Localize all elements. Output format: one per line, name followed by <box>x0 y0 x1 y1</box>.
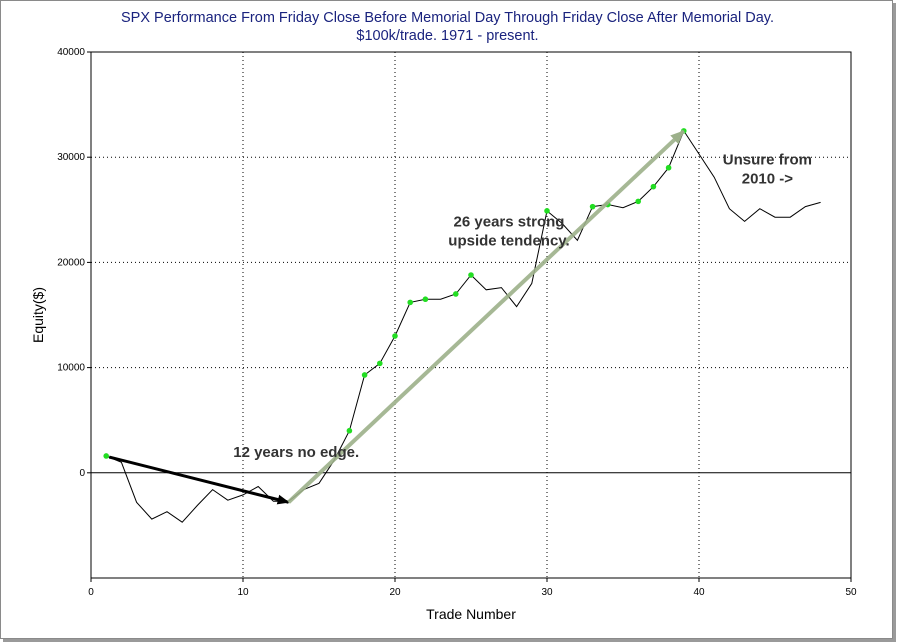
annotation-layer: 12 years no edge. 26 years strong upside t… <box>233 152 812 461</box>
x-axis-title: Trade Number <box>426 606 516 622</box>
annotation-text: Unsure from 2010 -> <box>723 152 812 188</box>
annotation-line: Unsure from <box>723 152 812 169</box>
highlight-point <box>392 333 398 339</box>
highlight-point <box>103 453 109 459</box>
x-tick-label: 0 <box>88 587 94 598</box>
x-tick-label: 50 <box>845 587 857 598</box>
y-tick-label: 20000 <box>57 257 85 268</box>
x-tick-label: 30 <box>541 587 553 598</box>
x-tick-label: 20 <box>389 587 401 598</box>
trend-arrow-green <box>287 129 686 504</box>
equity-line <box>106 129 821 523</box>
trend-arrow-black <box>108 455 290 505</box>
chart-title: SPX Performance From Friday Close Before… <box>1 9 894 45</box>
grid <box>91 52 851 578</box>
highlight-point <box>635 198 641 205</box>
highlight-point <box>650 183 657 190</box>
x-tick-label: 40 <box>693 587 705 598</box>
highlight-point <box>361 372 368 378</box>
highlight-point <box>468 272 474 278</box>
highlight-point <box>589 203 596 210</box>
annotation-line: 26 years strong <box>454 214 565 231</box>
y-tick-label: 30000 <box>57 152 85 163</box>
chart-title-line2: $100k/trade. 1971 - present. <box>356 28 539 44</box>
arrow-layer <box>108 129 686 505</box>
annotation-line: 2010 -> <box>742 171 794 188</box>
highlight-point <box>453 291 459 297</box>
chart-title-line1: SPX Performance From Friday Close Before… <box>121 10 774 26</box>
highlight-point <box>665 164 672 171</box>
y-tick-label: 10000 <box>57 363 85 374</box>
annotation-line: upside tendency. <box>448 233 569 250</box>
x-tick-label: 10 <box>237 587 249 598</box>
axis-ticks: 0 10 20 30 40 50 0 10000 20000 30000 40000 <box>57 47 857 598</box>
highlight-point <box>346 427 353 434</box>
annotation-line: 12 years no edge. <box>233 444 359 461</box>
y-tick-label: 40000 <box>57 47 85 58</box>
y-tick-label: 0 <box>79 468 85 479</box>
highlight-point <box>422 296 429 303</box>
y-axis-title: Equity($) <box>30 287 46 343</box>
plot-area-border <box>90 51 852 579</box>
annotation-text: 12 years no edge. <box>233 444 359 461</box>
highlight-point <box>407 299 414 306</box>
highlight-point <box>377 360 383 367</box>
highlight-point <box>544 208 550 214</box>
series-layer <box>103 128 821 523</box>
annotation-text: 26 years strong upside tendency. <box>448 214 569 250</box>
